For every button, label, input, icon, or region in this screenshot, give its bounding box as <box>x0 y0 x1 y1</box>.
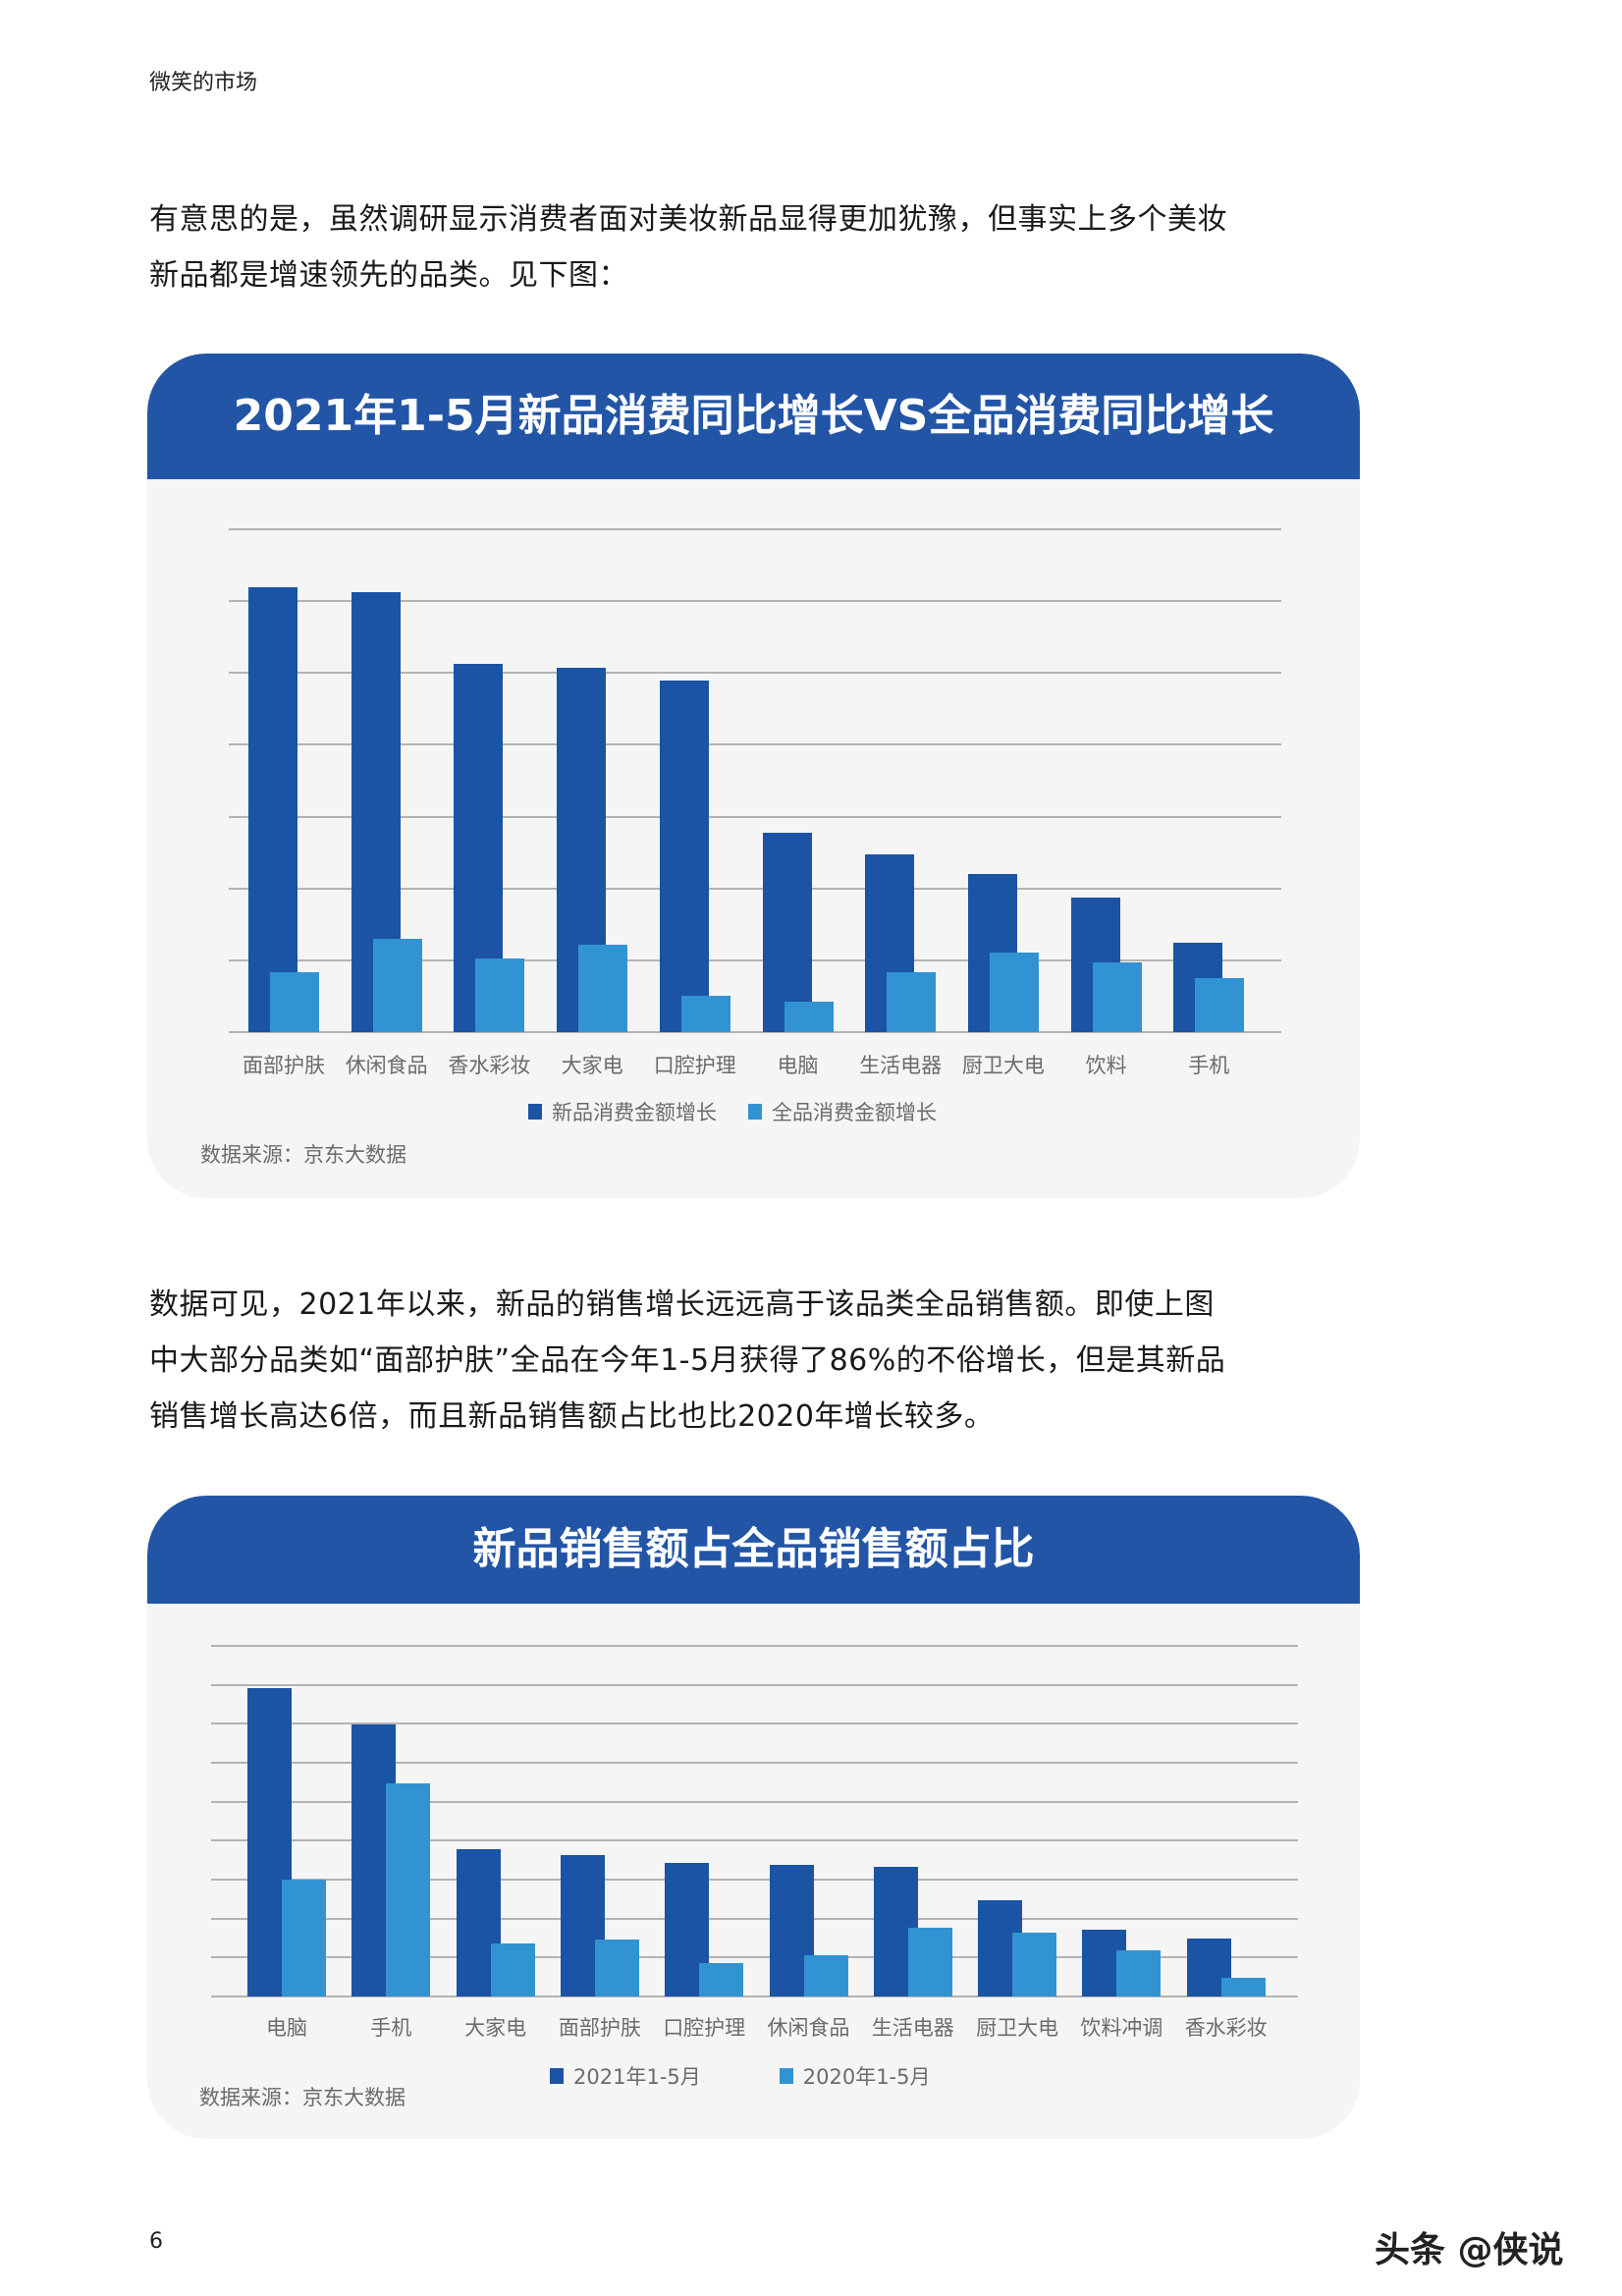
chart-plot-area <box>229 528 1281 1033</box>
gridline <box>211 1879 1298 1881</box>
bar-series-2 <box>699 1962 744 1996</box>
x-axis-label: 厨卫大电 <box>961 1054 1045 1077</box>
running-head: 微笑的市场 <box>149 71 258 95</box>
gridline <box>229 672 1281 675</box>
chart-card-share: 新品销售额占全品销售额占比 2021年1-5月 2020年1-5月 数据来源：京… <box>147 1496 1360 2139</box>
legend-swatch-light <box>779 2068 793 2084</box>
analysis-line: 中大部分品类如“面部护肤”全品在今年1-5月获得了86%的不俗增长，但是其新品 <box>149 1343 1226 1378</box>
data-source: 数据来源：京东大数据 <box>199 2086 406 2109</box>
bar-series-1 <box>659 681 709 1032</box>
gridline <box>211 1956 1298 1959</box>
bar-series-2 <box>270 971 319 1032</box>
x-axis-label: 手机 <box>370 2016 412 2040</box>
gridline <box>211 1762 1298 1764</box>
bar-series-2 <box>1012 1932 1057 1996</box>
bar-series-2 <box>372 938 422 1032</box>
x-axis-label: 电脑 <box>777 1054 819 1077</box>
x-axis-label: 面部护肤 <box>558 2016 641 2040</box>
bar-series-2 <box>578 944 628 1032</box>
analysis-line: 数据可见，2021年以来，新品的销售增长远远高于该品类全品销售额。即使上图 <box>149 1287 1215 1322</box>
bar-series-2 <box>1116 1950 1162 1996</box>
gridline <box>211 1722 1298 1725</box>
bar-series-2 <box>803 1954 848 1996</box>
gridline <box>211 1800 1298 1803</box>
legend-swatch-dark <box>528 1104 542 1120</box>
legend-label: 全品消费金额增长 <box>772 1101 937 1124</box>
bar-series-2 <box>1195 978 1245 1032</box>
x-axis-label: 厨卫大电 <box>976 2016 1059 2040</box>
legend-label: 2020年1-5月 <box>802 2065 931 2089</box>
x-axis-label: 口腔护理 <box>663 2016 746 2040</box>
x-axis-label: 手机 <box>1188 1054 1230 1077</box>
x-axis-label: 面部护肤 <box>243 1054 325 1077</box>
x-axis-label: 电脑 <box>266 2016 307 2040</box>
legend-swatch-light <box>748 1104 762 1120</box>
gridline <box>229 743 1281 746</box>
gridline <box>229 528 1281 530</box>
x-axis-label: 休闲食品 <box>345 1054 428 1077</box>
bar-series-1 <box>248 586 297 1032</box>
chart-plot-area <box>211 1645 1298 1997</box>
bar-series-2 <box>386 1783 431 1996</box>
gridline <box>229 1031 1281 1033</box>
x-axis-label: 香水彩妆 <box>448 1054 531 1077</box>
x-axis-label: 口腔护理 <box>653 1054 736 1077</box>
bar-series-2 <box>989 952 1039 1032</box>
analysis-paragraph: 数据可见，2021年以来，新品的销售增长远远高于该品类全品销售额。即使上图 中大… <box>149 1277 1357 1445</box>
watermark: 头条 @侠说 <box>1375 2230 1564 2270</box>
x-axis-label: 生活电器 <box>871 2016 954 2040</box>
bar-series-1 <box>762 833 812 1032</box>
chart-title-bar: 新品销售额占全品销售额占比 <box>147 1496 1360 1604</box>
x-axis-label: 大家电 <box>464 2016 527 2040</box>
x-axis-label: 饮料冲调 <box>1080 2016 1163 2040</box>
bar-series-2 <box>490 1943 535 1996</box>
chart-title-bar: 2021年1-5月新品消费同比增长VS全品消费同比增长 <box>147 354 1360 479</box>
chart-legend: 新品消费金额增长 全品消费金额增长 <box>528 1097 937 1126</box>
chart-card-growth: 2021年1-5月新品消费同比增长VS全品消费同比增长 新品消费金额增长 全品消… <box>147 354 1360 1198</box>
bar-series-2 <box>680 995 730 1032</box>
bar-series-2 <box>1092 962 1142 1032</box>
bar-series-2 <box>1220 1978 1266 1996</box>
chart-title: 2021年1-5月新品消费同比增长VS全品消费同比增长 <box>233 391 1274 441</box>
legend-swatch-dark <box>550 2068 564 2084</box>
bar-series-2 <box>784 1001 834 1032</box>
intro-paragraph: 有意思的是，虽然调研显示消费者面对美妆新品显得更加犹豫，但事实上多个美妆 新品都… <box>149 191 1357 303</box>
chart-legend: 2021年1-5月 2020年1-5月 <box>550 2061 931 2091</box>
bar-series-2 <box>594 1940 639 1996</box>
bar-series-2 <box>282 1880 326 1996</box>
gridline <box>211 1995 1298 1997</box>
chart-title: 新品销售额占全品销售额占比 <box>472 1524 1035 1574</box>
x-axis-label: 香水彩妆 <box>1184 2016 1268 2040</box>
x-axis-label: 生活电器 <box>859 1054 943 1077</box>
gridline <box>229 887 1281 890</box>
data-source: 数据来源：京东大数据 <box>200 1143 406 1167</box>
gridline <box>211 1645 1298 1647</box>
x-axis-label: 饮料 <box>1085 1054 1127 1077</box>
gridline <box>229 958 1281 961</box>
gridline <box>211 1683 1298 1686</box>
x-axis-label: 休闲食品 <box>767 2016 850 2040</box>
gridline <box>229 600 1281 603</box>
gridline <box>211 1917 1298 1920</box>
bar-series-2 <box>475 957 525 1032</box>
legend-label: 新品消费金额增长 <box>552 1101 717 1124</box>
x-axis-label: 大家电 <box>561 1054 623 1077</box>
bar-series-2 <box>907 1927 952 1996</box>
intro-line: 新品都是增速领先的品类。见下图： <box>149 258 628 293</box>
intro-line: 有意思的是，虽然调研显示消费者面对美妆新品显得更加犹豫，但事实上多个美妆 <box>149 202 1227 237</box>
bar-series-2 <box>887 972 937 1032</box>
analysis-line: 销售增长高达6倍，而且新品销售额占比也比2020年增长较多。 <box>149 1399 995 1434</box>
gridline <box>211 1839 1298 1842</box>
legend-label: 2021年1-5月 <box>573 2065 701 2089</box>
page-number: 6 <box>149 2229 163 2254</box>
gridline <box>229 815 1281 818</box>
